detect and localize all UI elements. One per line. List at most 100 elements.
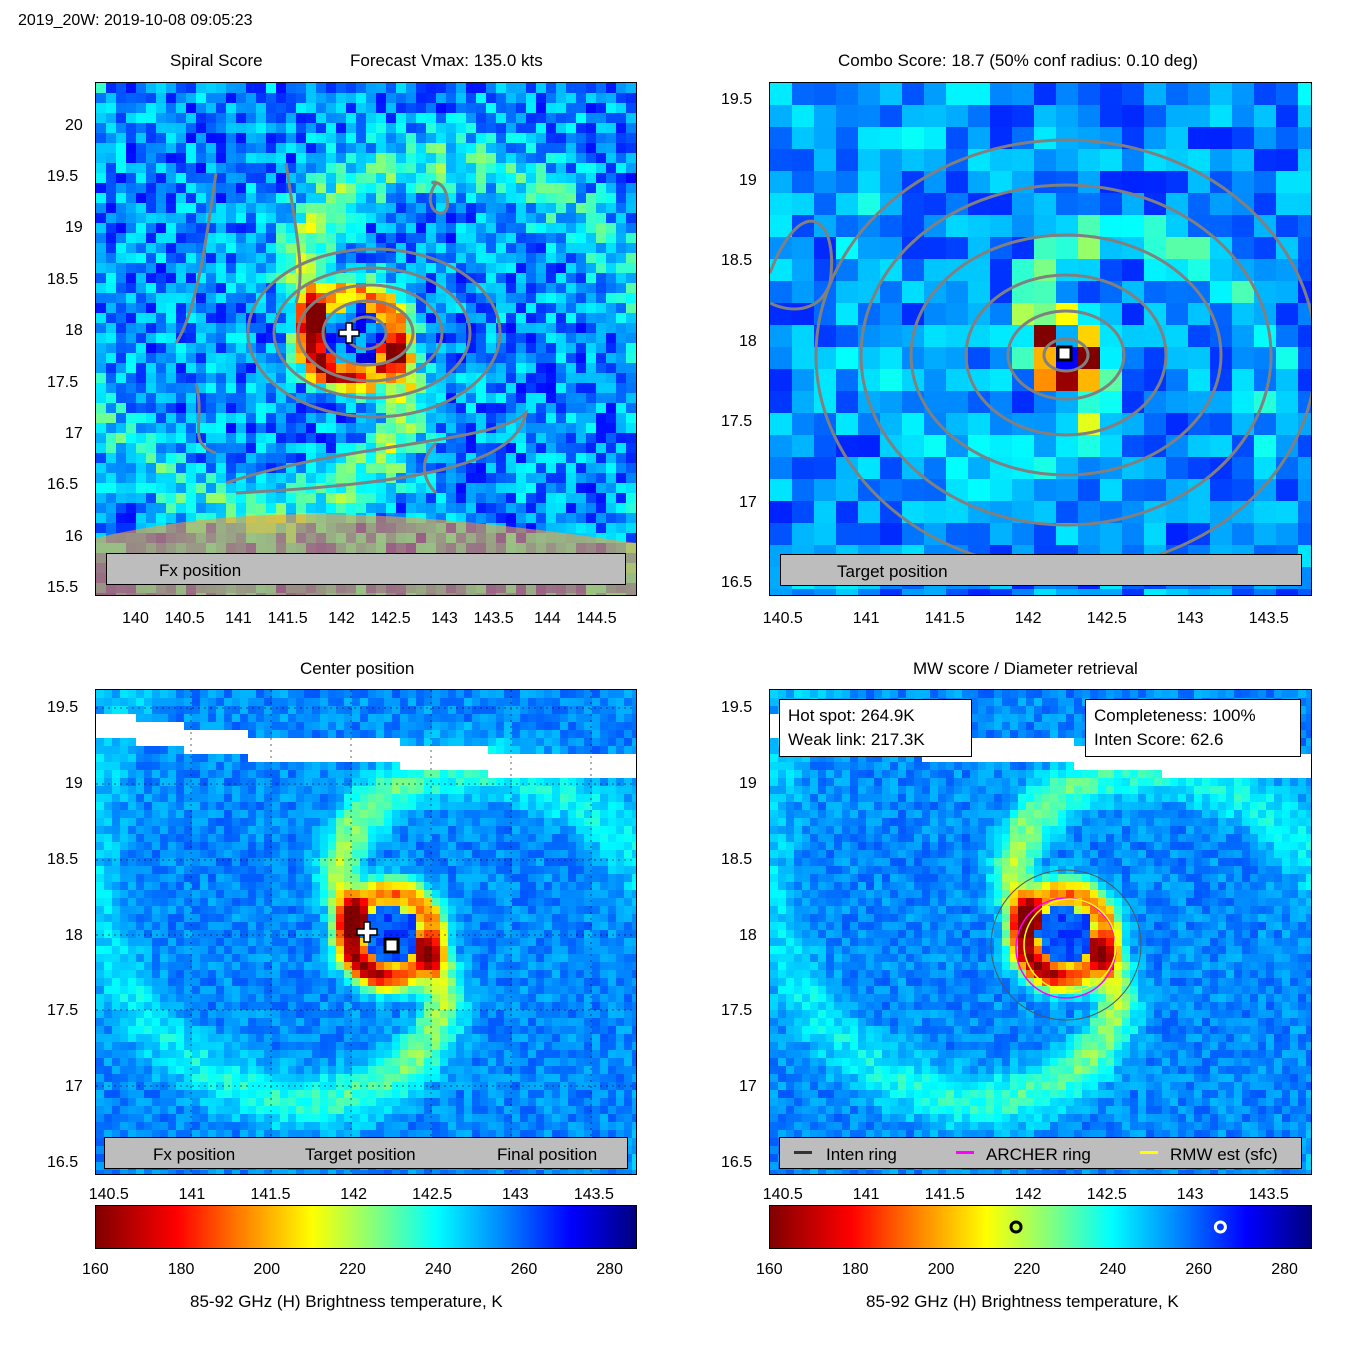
combo-title: Combo Score: 18.7 (50% conf radius: 0.10… (838, 51, 1199, 70)
colorbar-tick-label: 280 (596, 1261, 623, 1278)
heatmap-cells (96, 83, 636, 595)
image-title: 2019_20W: 2019-10-08 09:05:23 (18, 12, 253, 29)
colorbar-tick-label: 200 (253, 1261, 281, 1278)
contour-line (246, 247, 502, 419)
x-tick-label: 141.5 (924, 610, 965, 627)
contour-line (321, 299, 415, 367)
colorbar-left (95, 1205, 637, 1249)
spiral-title: Spiral Score (170, 51, 263, 70)
y-tick-label: 16 (65, 527, 83, 545)
y-tick-label: 18.5 (721, 850, 753, 868)
fx-legend-label: Fx position (159, 561, 242, 580)
spiral-score-plot: Fx position (95, 82, 637, 596)
x-tick-label: 141.5 (250, 1186, 291, 1203)
y-tick-label: 19 (739, 171, 757, 189)
x-tick-label: 143 (502, 1186, 529, 1203)
contour-line (284, 162, 302, 304)
y-tick-label: 19.5 (721, 699, 753, 717)
x-tick-label: 143.5 (573, 1186, 614, 1203)
x-tick-label: 142 (1014, 1186, 1042, 1203)
x-tick-label: 140 (122, 610, 149, 627)
hot-spot-marker (1213, 1220, 1227, 1234)
weak-link-text: Weak link: 217.3K (788, 730, 925, 749)
mw-heatmap (770, 690, 1311, 1174)
fx-legend-label: Fx position (153, 1145, 236, 1164)
y-tick-label: 19.5 (47, 168, 79, 186)
heatmap-cells (770, 690, 1311, 1174)
target-position-marker (1056, 345, 1073, 362)
y-tick-label: 18.5 (721, 252, 753, 270)
y-tick-label: 16.5 (47, 1153, 79, 1171)
colorbar-tick-label: 240 (1099, 1261, 1127, 1278)
mw-legend: Inten ring ARCHER ring RMW est (sfc) (779, 1137, 1302, 1169)
y-tick-label: 17 (739, 1078, 757, 1096)
x-tick-label: 140.5 (762, 1186, 803, 1203)
rmw-ring-label: RMW est (sfc) (1170, 1145, 1278, 1164)
contour-line (859, 183, 1273, 527)
y-tick-label: 18.5 (47, 850, 79, 868)
combo-score-plot: Target position (769, 82, 1312, 596)
archer-ring-swatch (956, 1151, 974, 1154)
x-tick-label: 140.5 (88, 1186, 129, 1203)
colorbar-tick-label: 220 (1013, 1261, 1041, 1278)
contour-line (296, 283, 444, 383)
forecast-vmax: Forecast Vmax: 135.0 kts (350, 51, 543, 70)
colorbar-tick-label: 160 (756, 1261, 783, 1278)
mw-score-plot: Hot spot: 264.9K Weak link: 217.3K Compl… (769, 689, 1312, 1175)
colorbar-right (769, 1205, 1312, 1249)
contour-line (770, 219, 833, 311)
x-tick-label: 144.5 (576, 610, 617, 627)
x-tick-label: 143.5 (1248, 1186, 1289, 1203)
grid (96, 690, 636, 1174)
x-tick-label: 140.5 (164, 610, 205, 627)
contour-line (225, 408, 529, 495)
y-tick-label: 18 (739, 926, 757, 944)
center-heatmap (96, 690, 636, 1174)
contour-line (1042, 337, 1090, 373)
contour-line (174, 172, 218, 344)
contour-line (964, 273, 1168, 437)
completeness-text: Completeness: 100% (1094, 706, 1256, 725)
y-tick-label: 19 (739, 775, 757, 793)
y-tick-label: 20 (65, 116, 83, 134)
y-tick-label: 17 (739, 493, 757, 511)
rmw-ring (1023, 898, 1117, 992)
colorbar-left-label: 85-92 GHz (H) Brightness temperature, K (190, 1292, 503, 1311)
x-tick-label: 141 (178, 1186, 206, 1203)
colorbar-tick-label: 220 (339, 1261, 366, 1278)
inten-ring-label: Inten ring (826, 1145, 897, 1164)
y-tick-label: 17.5 (47, 1002, 79, 1020)
colorbar-tick-label: 200 (927, 1261, 955, 1278)
x-tick-label: 143.5 (1248, 610, 1289, 627)
x-tick-label: 142.5 (370, 610, 411, 627)
colorbar-markers (1009, 1220, 1227, 1234)
weak-link-marker (1009, 1220, 1023, 1234)
colorbar-right-label: 85-92 GHz (H) Brightness temperature, K (866, 1292, 1179, 1311)
y-tick-label: 16.5 (721, 574, 753, 592)
inten-ring-swatch (794, 1151, 812, 1154)
combo-legend: Target position (780, 554, 1302, 586)
x-tick-label: 143.5 (473, 610, 514, 627)
inten-ring (990, 869, 1142, 1021)
y-tick-label: 18 (65, 926, 83, 944)
colorbar-tick-label: 240 (424, 1261, 452, 1278)
x-tick-label: 142 (340, 1186, 367, 1203)
y-tick-label: 17 (65, 425, 83, 443)
inten-score-text: Inten Score: 62.6 (1094, 730, 1224, 749)
x-tick-label: 141 (852, 610, 880, 627)
fx-position-marker (338, 322, 360, 344)
y-tick-label: 17.5 (47, 373, 79, 391)
y-tick-label: 18 (739, 332, 757, 350)
contour-line (1006, 309, 1126, 401)
x-tick-label: 142.5 (412, 1186, 453, 1203)
x-tick-label: 142 (328, 610, 355, 627)
x-tick-label: 142 (1014, 610, 1042, 627)
x-tick-label: 144 (534, 610, 561, 627)
combo-heatmap (770, 83, 1311, 595)
target-position-marker (383, 937, 400, 954)
spiral-legend: Fx position (106, 553, 626, 585)
x-tick-label: 141 (852, 1186, 880, 1203)
contour-line (428, 180, 450, 215)
rmw-ring-swatch (1140, 1151, 1158, 1154)
colorbar-tick-label: 180 (167, 1261, 195, 1278)
